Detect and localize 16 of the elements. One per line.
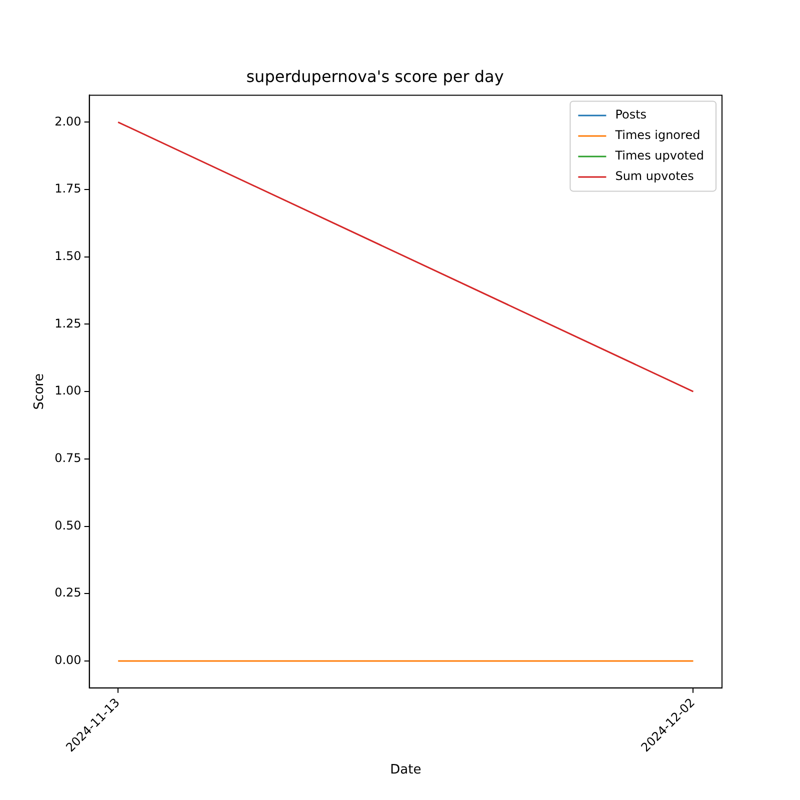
y-tick-label: 0.00 bbox=[54, 653, 82, 668]
y-tick-label: 0.50 bbox=[54, 518, 82, 532]
x-axis-title: Date bbox=[390, 762, 422, 778]
y-axis-title: Score bbox=[32, 373, 48, 410]
y-tick-label: 1.50 bbox=[54, 248, 82, 263]
legend-label: Posts bbox=[615, 108, 647, 122]
legend-label: Sum upvotes bbox=[615, 169, 694, 184]
y-tick-label: 1.00 bbox=[54, 384, 82, 398]
y-tick-label: 0.25 bbox=[54, 586, 82, 600]
y-tick-label: 1.25 bbox=[54, 316, 82, 330]
legend-label: Times upvoted bbox=[614, 148, 704, 163]
y-tick-label: 2.00 bbox=[54, 114, 82, 128]
chart-title: superdupernova's score per day bbox=[246, 66, 504, 86]
legend-label: Times ignored bbox=[614, 128, 700, 142]
y-tick-label: 0.75 bbox=[54, 451, 82, 466]
y-tick-label: 1.75 bbox=[54, 182, 82, 196]
